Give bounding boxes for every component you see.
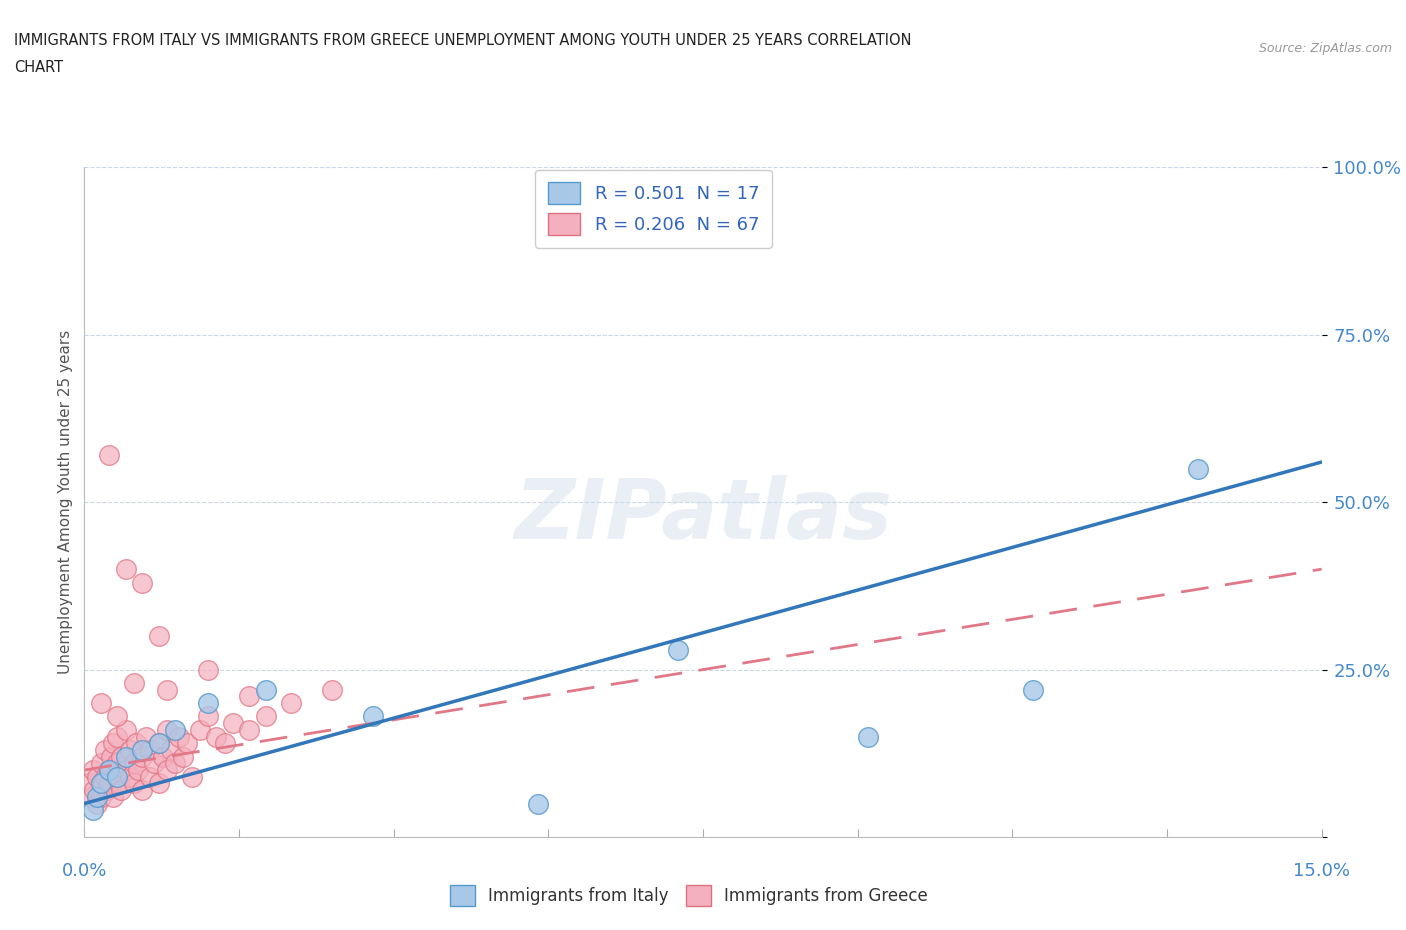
- Point: [100, 750, 122, 764]
- Point: [148, 736, 170, 751]
- Point: [86, 790, 108, 804]
- Point: [188, 723, 211, 737]
- Point: [666, 642, 689, 657]
- Point: [110, 750, 132, 764]
- Point: [114, 723, 136, 737]
- Point: [1187, 461, 1209, 476]
- Legend: R = 0.501  N = 17, R = 0.206  N = 67: R = 0.501 N = 17, R = 0.206 N = 67: [536, 170, 772, 248]
- Point: [1022, 683, 1045, 698]
- Point: [105, 709, 128, 724]
- Point: [94, 742, 117, 757]
- Point: [214, 736, 236, 751]
- Point: [122, 776, 145, 790]
- Point: [105, 729, 128, 744]
- Point: [114, 763, 136, 777]
- Point: [82, 763, 104, 777]
- Point: [118, 769, 141, 784]
- Text: CHART: CHART: [14, 60, 63, 75]
- Point: [90, 776, 112, 790]
- Point: [127, 763, 149, 777]
- Point: [105, 769, 128, 784]
- Point: [83, 783, 105, 798]
- Point: [122, 675, 145, 690]
- Point: [856, 729, 879, 744]
- Point: [139, 769, 162, 784]
- Point: [131, 742, 153, 757]
- Point: [321, 683, 343, 698]
- Point: [90, 696, 112, 711]
- Point: [114, 750, 136, 764]
- Point: [167, 729, 190, 744]
- Text: 0.0%: 0.0%: [62, 862, 107, 880]
- Point: [156, 763, 179, 777]
- Point: [103, 736, 125, 751]
- Point: [90, 756, 112, 771]
- Point: [152, 750, 174, 764]
- Point: [172, 750, 194, 764]
- Point: [361, 709, 384, 724]
- Point: [238, 689, 260, 704]
- Point: [148, 776, 170, 790]
- Y-axis label: Unemployment Among Youth under 25 years: Unemployment Among Youth under 25 years: [58, 330, 73, 674]
- Point: [98, 448, 121, 463]
- Text: IMMIGRANTS FROM ITALY VS IMMIGRANTS FROM GREECE UNEMPLOYMENT AMONG YOUTH UNDER 2: IMMIGRANTS FROM ITALY VS IMMIGRANTS FROM…: [14, 33, 911, 47]
- Point: [148, 736, 170, 751]
- Point: [96, 783, 118, 798]
- Point: [103, 790, 125, 804]
- Point: [222, 716, 245, 731]
- Point: [197, 662, 219, 677]
- Text: 15.0%: 15.0%: [1294, 862, 1350, 880]
- Point: [165, 756, 187, 771]
- Point: [148, 629, 170, 644]
- Point: [131, 750, 153, 764]
- Point: [131, 783, 153, 798]
- Point: [105, 756, 128, 771]
- Point: [82, 803, 104, 817]
- Point: [280, 696, 302, 711]
- Point: [86, 769, 108, 784]
- Point: [94, 769, 117, 784]
- Point: [122, 756, 145, 771]
- Legend: Immigrants from Italy, Immigrants from Greece: Immigrants from Italy, Immigrants from G…: [443, 879, 935, 912]
- Point: [110, 783, 132, 798]
- Point: [124, 736, 146, 751]
- Point: [131, 575, 153, 590]
- Point: [135, 729, 157, 744]
- Point: [118, 742, 141, 757]
- Point: [90, 790, 112, 804]
- Point: [98, 776, 121, 790]
- Point: [108, 776, 131, 790]
- Point: [98, 763, 121, 777]
- Point: [527, 796, 550, 811]
- Point: [80, 790, 103, 804]
- Point: [160, 742, 183, 757]
- Point: [254, 709, 277, 724]
- Point: [205, 729, 228, 744]
- Point: [197, 709, 219, 724]
- Point: [156, 683, 179, 698]
- Point: [91, 776, 114, 790]
- Point: [165, 723, 187, 737]
- Point: [114, 562, 136, 577]
- Point: [156, 723, 179, 737]
- Point: [254, 683, 277, 698]
- Point: [86, 796, 108, 811]
- Point: [98, 763, 121, 777]
- Point: [139, 742, 162, 757]
- Point: [77, 776, 100, 790]
- Text: Source: ZipAtlas.com: Source: ZipAtlas.com: [1258, 42, 1392, 55]
- Point: [180, 769, 202, 784]
- Point: [238, 723, 260, 737]
- Point: [176, 736, 198, 751]
- Point: [143, 756, 166, 771]
- Point: [104, 769, 127, 784]
- Point: [197, 696, 219, 711]
- Text: ZIPatlas: ZIPatlas: [515, 475, 891, 556]
